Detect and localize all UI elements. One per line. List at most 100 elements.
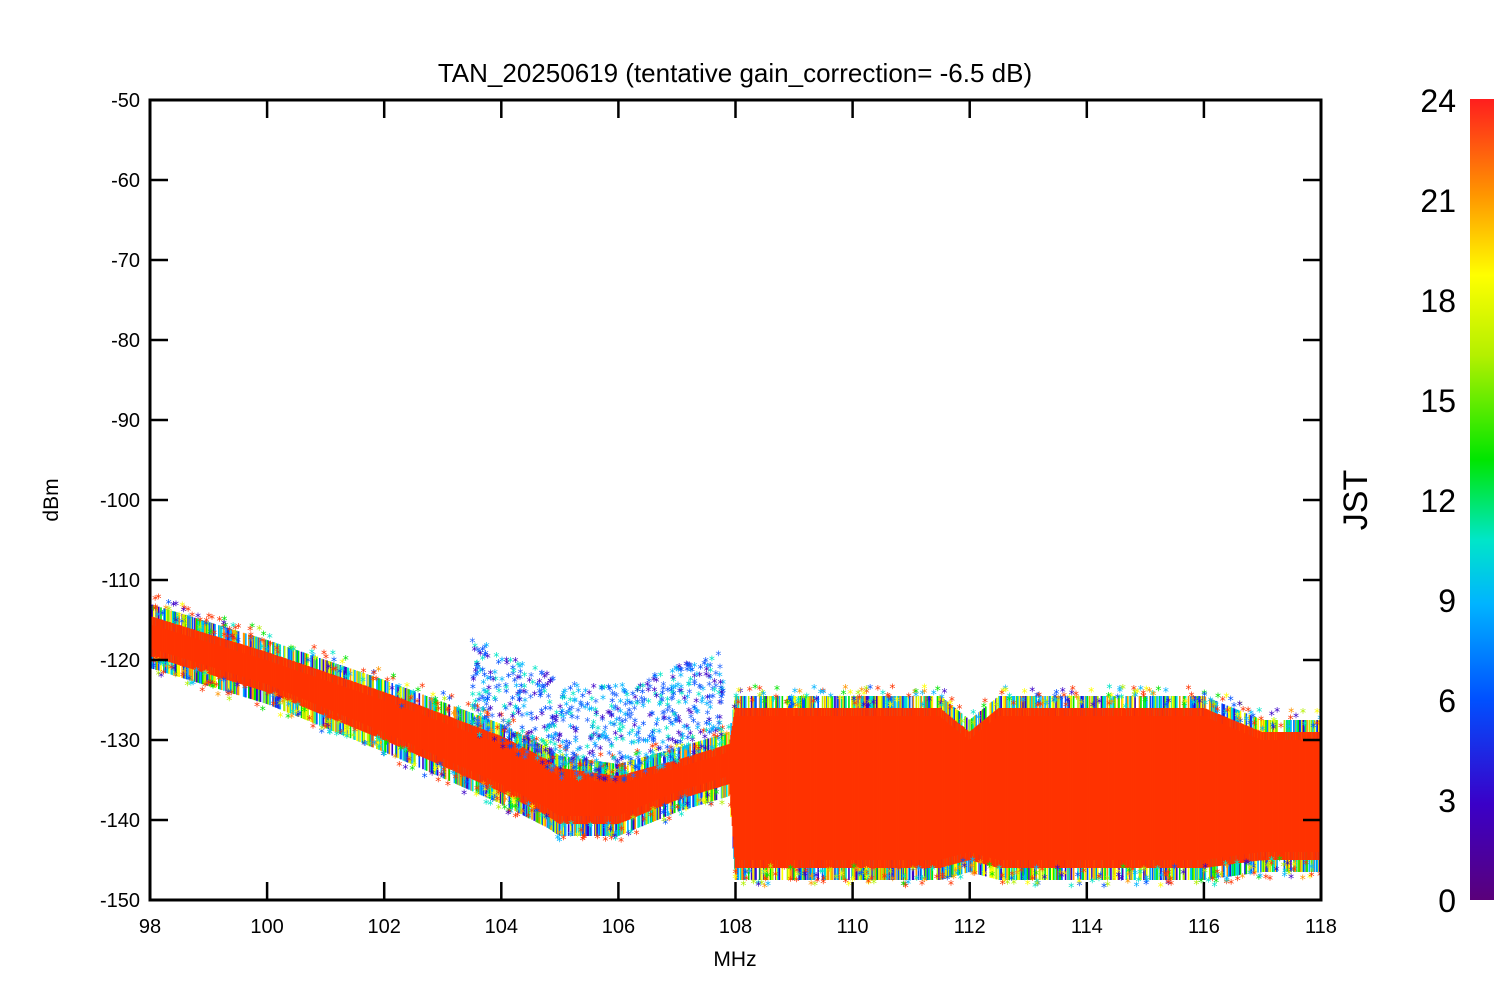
clutter-point: * xyxy=(625,710,631,724)
clutter-point: * xyxy=(659,695,665,709)
clutter-point: * xyxy=(536,676,542,690)
clutter-point: * xyxy=(593,708,599,722)
scatter-point: * xyxy=(1155,863,1161,877)
clutter-point: * xyxy=(558,763,564,777)
scatter-point: * xyxy=(1018,865,1024,879)
clutter-point: * xyxy=(561,687,567,701)
scatter-point: * xyxy=(820,877,826,891)
scatter-point: * xyxy=(179,659,185,673)
clutter-point: * xyxy=(633,730,639,744)
clutter-point: * xyxy=(669,706,675,720)
clutter-point: * xyxy=(490,674,496,688)
clutter-point: * xyxy=(506,741,512,755)
scatter-point: * xyxy=(473,789,479,803)
clutter-point: * xyxy=(695,747,701,761)
scatter-point: * xyxy=(765,879,771,893)
scatter-point: * xyxy=(945,863,951,877)
scatter-point: * xyxy=(211,627,217,641)
clutter-point: * xyxy=(632,692,638,706)
clutter-point: * xyxy=(481,670,487,684)
scatter-point: * xyxy=(905,877,911,891)
scatter-point: * xyxy=(1130,864,1136,878)
clutter-point: * xyxy=(709,743,715,757)
scatter-point: * xyxy=(506,725,512,739)
scatter-point: * xyxy=(588,760,594,774)
clutter-point: * xyxy=(555,735,561,749)
scatter-point: * xyxy=(1215,706,1221,720)
scatter-point: * xyxy=(940,872,946,886)
clutter-point: * xyxy=(639,687,645,701)
clutter-point: * xyxy=(529,713,535,727)
scatter-point: * xyxy=(1165,695,1171,709)
scatter-point: * xyxy=(159,608,165,622)
scatter-point: * xyxy=(757,690,763,704)
clutter-point: * xyxy=(599,731,605,745)
clutter-point: * xyxy=(564,759,570,773)
clutter-point: * xyxy=(628,754,634,768)
clutter-point: * xyxy=(671,682,677,696)
scatter-point: * xyxy=(267,631,273,645)
scatter-point: * xyxy=(410,687,416,701)
clutter-point: * xyxy=(621,773,627,787)
clutter-point: * xyxy=(649,708,655,722)
scatter-point: * xyxy=(726,722,732,736)
scatter-point: * xyxy=(1058,868,1064,882)
scatter-point: * xyxy=(470,703,476,717)
clutter-point: * xyxy=(515,731,521,745)
scatter-point: * xyxy=(851,861,857,875)
scatter-point: * xyxy=(282,695,288,709)
clutter-point: * xyxy=(716,734,722,748)
scatter-point: * xyxy=(704,725,710,739)
clutter-point: * xyxy=(518,740,524,754)
scatter-point: * xyxy=(660,807,666,821)
scatter-point: * xyxy=(404,680,410,694)
scatter-point: * xyxy=(920,700,926,714)
scatter-point: * xyxy=(843,876,849,890)
scatter-point: * xyxy=(731,701,737,715)
clutter-point: * xyxy=(679,733,685,747)
scatter-point: * xyxy=(557,746,563,760)
clutter-point: * xyxy=(573,736,579,750)
clutter-point: * xyxy=(717,677,723,691)
clutter-point: * xyxy=(691,660,697,674)
scatter-point: * xyxy=(506,804,512,818)
scatter-point: * xyxy=(692,742,698,756)
scatter-point: * xyxy=(1162,868,1168,882)
clutter-point: * xyxy=(656,699,662,713)
scatter-point: * xyxy=(396,681,402,695)
scatter-point: * xyxy=(674,741,680,755)
clutter-point: * xyxy=(485,673,491,687)
clutter-point: * xyxy=(702,743,708,757)
clutter-point: * xyxy=(569,712,575,726)
clutter-point: * xyxy=(633,763,639,777)
clutter-point: * xyxy=(478,665,484,679)
clutter-point: * xyxy=(536,745,542,759)
scatter-point: * xyxy=(1029,873,1035,887)
scatter-point: * xyxy=(634,746,640,760)
scatter-point: * xyxy=(662,817,668,831)
scatter-point: * xyxy=(543,812,549,826)
scatter-point: * xyxy=(195,610,201,624)
scatter-point: * xyxy=(384,674,390,688)
clutter-point: * xyxy=(470,681,476,695)
clutter-point: * xyxy=(686,705,692,719)
clutter-point: * xyxy=(669,681,675,695)
scatter-point: * xyxy=(1163,699,1169,713)
scatter-point: * xyxy=(1271,715,1277,729)
scatter-point: * xyxy=(1106,690,1112,704)
scatter-point: * xyxy=(552,739,558,753)
scatter-point: * xyxy=(480,779,486,793)
clutter-point: * xyxy=(506,670,512,684)
clutter-point: * xyxy=(595,765,601,779)
scatter-point: * xyxy=(1132,686,1138,700)
clutter-point: * xyxy=(480,653,486,667)
clutter-point: * xyxy=(678,685,684,699)
clutter-point: * xyxy=(553,712,559,726)
scatter-point: * xyxy=(503,794,509,808)
scatter-point: * xyxy=(540,736,546,750)
scatter-point: * xyxy=(544,736,550,750)
clutter-point: * xyxy=(676,712,682,726)
clutter-point: * xyxy=(536,686,542,700)
clutter-point: * xyxy=(534,679,540,693)
scatter-point: * xyxy=(765,870,771,884)
